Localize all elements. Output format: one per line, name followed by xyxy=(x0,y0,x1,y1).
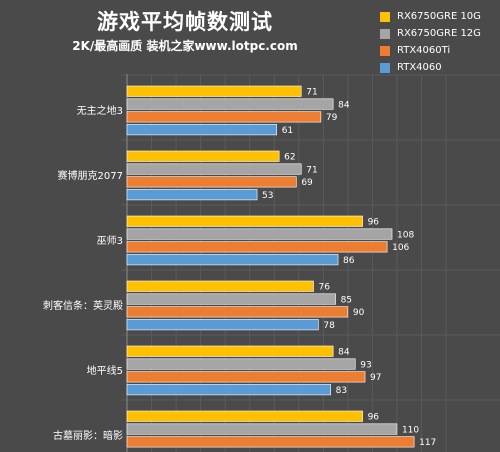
data-label: 78 xyxy=(323,321,335,331)
bar xyxy=(126,189,258,201)
data-label: 71 xyxy=(306,88,317,98)
legend-swatch xyxy=(380,28,390,39)
data-label: 79 xyxy=(326,113,338,123)
bar xyxy=(126,319,319,331)
category-label: 古墓丽影：暗影 xyxy=(53,429,123,442)
legend-swatch xyxy=(380,11,390,22)
legend-label: RX6750GRE 10G xyxy=(397,11,481,22)
legend-item: RTX4060 xyxy=(380,59,495,76)
bar xyxy=(126,215,363,227)
bar xyxy=(126,371,366,383)
bar xyxy=(126,98,334,110)
data-label: 76 xyxy=(319,283,331,293)
legend-item: RX6750GRE 10G xyxy=(380,8,495,25)
bar xyxy=(126,423,398,435)
bar xyxy=(126,306,349,318)
bar xyxy=(126,358,356,370)
data-label: 106 xyxy=(392,243,409,253)
legend-label: RX6750GRE 12G xyxy=(397,28,481,39)
data-label: 84 xyxy=(338,348,350,358)
data-label: 84 xyxy=(338,100,350,110)
data-label: 97 xyxy=(370,373,381,383)
legend-item: RX6750GRE 12G xyxy=(380,25,495,42)
bar xyxy=(126,150,280,162)
data-label: 110 xyxy=(402,425,419,435)
data-label: 85 xyxy=(341,295,352,305)
data-label: 96 xyxy=(368,218,380,228)
legend: RX6750GRE 10G RX6750GRE 12G RTX4060Ti RT… xyxy=(380,8,495,76)
bar xyxy=(126,85,302,97)
bar xyxy=(126,176,297,188)
bar xyxy=(126,410,363,422)
data-label: 71 xyxy=(306,165,317,175)
data-label: 93 xyxy=(360,360,371,370)
bar xyxy=(126,280,314,292)
category-label: 无主之地3 xyxy=(77,104,123,117)
legend-label: RTX4060 xyxy=(397,62,442,73)
data-label: 108 xyxy=(397,230,414,240)
data-label: 53 xyxy=(262,191,273,201)
legend-item: RTX4060Ti xyxy=(380,42,495,59)
bar xyxy=(126,384,331,396)
bar xyxy=(126,241,388,253)
legend-swatch xyxy=(380,62,390,73)
data-label: 61 xyxy=(282,126,293,136)
category-label: 地平线5 xyxy=(87,364,123,377)
data-label: 86 xyxy=(343,256,355,266)
bar xyxy=(126,163,302,175)
bar xyxy=(126,254,339,266)
bar xyxy=(126,293,336,305)
bar xyxy=(126,124,277,136)
data-label: 69 xyxy=(301,178,313,188)
bar xyxy=(126,345,334,357)
category-label: 赛博朋克2077 xyxy=(58,169,123,182)
legend-swatch xyxy=(380,45,390,56)
data-label: 96 xyxy=(368,413,380,423)
bar xyxy=(126,228,393,240)
category-label: 刺客信条：英灵殿 xyxy=(43,299,123,312)
category-label: 巫师3 xyxy=(97,234,123,247)
data-label: 62 xyxy=(284,153,295,163)
chart-subtitle: 2K/最高画质 装机之家www.lotpc.com xyxy=(72,39,298,53)
bar xyxy=(126,111,322,123)
legend-label: RTX4060Ti xyxy=(397,45,451,56)
data-label: 90 xyxy=(353,308,365,318)
chart-title: 游戏平均帧数测试 xyxy=(97,10,273,34)
data-label: 117 xyxy=(419,438,436,448)
bar xyxy=(126,436,415,448)
data-label: 83 xyxy=(336,386,347,396)
